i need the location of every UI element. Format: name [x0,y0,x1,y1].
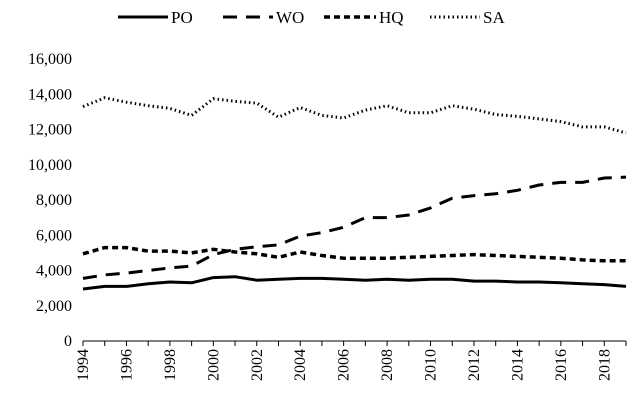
y-tick-label: 8,000 [36,192,72,209]
x-tick-label: 2004 [292,349,309,381]
x-tick-label: 2000 [205,349,222,381]
x-axis-tick-labels: 1994 1996 1998 2000 2002 2004 2006 2008 2010 2012… [75,341,627,381]
x-tick-label: 2014 [509,349,526,381]
y-tick-label: 10,000 [28,157,72,174]
x-tick-label: 2008 [379,349,396,381]
x-tick-label: 2012 [466,349,483,381]
y-tick-label: 16,000 [28,51,72,68]
y-tick-label: 14,000 [28,86,72,103]
y-tick-label: 2,000 [36,298,72,315]
series-line-wo [82,175,627,280]
y-axis-tick-labels: 0 2,000 4,000 6,000 8,000 10,000 12,000 14,000 1… [28,51,72,350]
legend-label-sa: SA [483,8,505,27]
x-tick-label: 2018 [596,349,613,381]
y-tick-label: 0 [64,333,72,350]
series-lines [82,96,627,291]
series-line-hq [82,245,626,263]
x-tick-label: 2010 [423,349,440,381]
y-tick-label: 12,000 [28,122,72,139]
legend: PO WO HQ SA [118,8,505,27]
series-line-po [82,275,627,291]
x-tick-label: 2006 [336,349,353,381]
legend-label-wo: WO [276,8,304,27]
y-tick-label: 6,000 [36,227,72,244]
series-line-sa [82,96,627,135]
legend-label-hq: HQ [379,8,404,27]
x-tick-label: 2016 [553,349,570,381]
legend-label-po: PO [171,8,193,27]
y-tick-label: 4,000 [36,263,72,280]
x-tick-label: 2002 [249,349,266,381]
x-tick-label: 1994 [75,349,92,381]
x-tick-label: 1998 [162,349,179,381]
x-tick-label: 1996 [118,349,135,381]
